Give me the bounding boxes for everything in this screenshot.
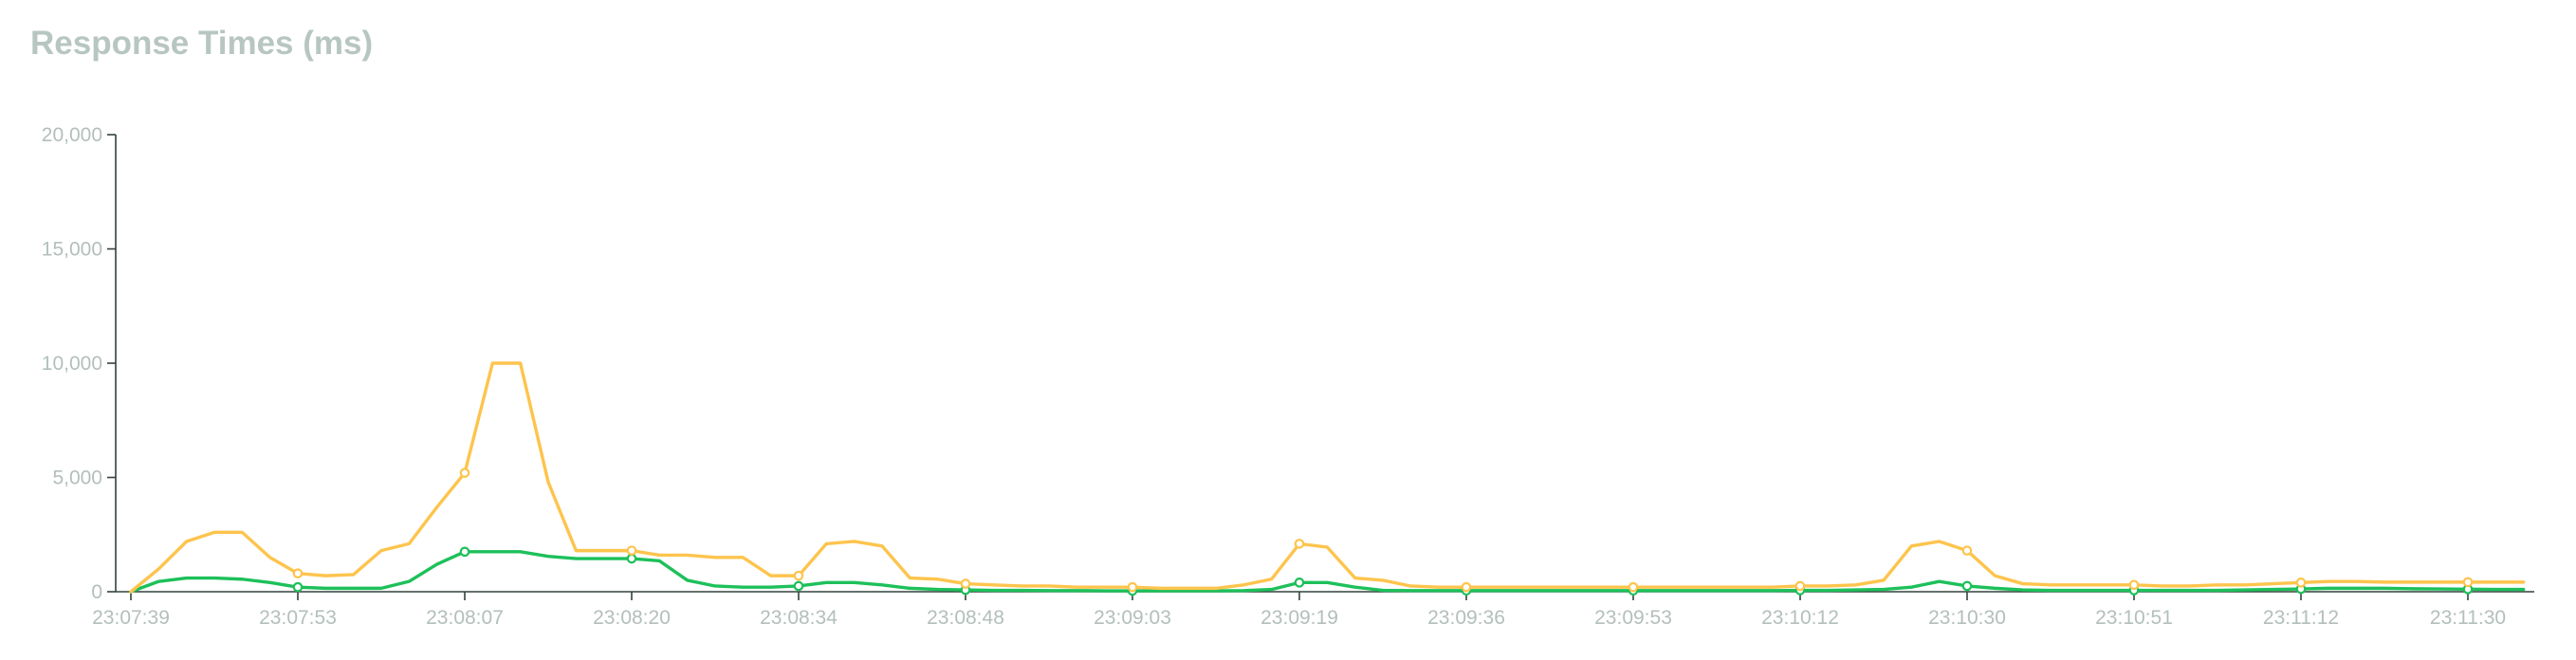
x-tick-label: 23:08:48 xyxy=(927,607,1004,629)
x-tick-label: 23:09:53 xyxy=(1594,607,1672,629)
chart-title: Response Times (ms) xyxy=(30,25,374,62)
series-2-point xyxy=(1461,581,1472,593)
series-2-point xyxy=(1127,581,1138,593)
x-tick-label: 23:10:12 xyxy=(1761,607,1839,629)
series-2-point xyxy=(1794,580,1806,592)
series-1-point xyxy=(459,546,470,558)
y-tick-label: 15,000 xyxy=(42,239,102,261)
y-tick-label: 10,000 xyxy=(42,353,102,375)
series-2-point xyxy=(292,568,304,579)
series-2-point xyxy=(2295,578,2307,588)
y-tick-label: 5,000 xyxy=(52,468,102,489)
series-1-point xyxy=(626,553,637,564)
y-tick-label: 0 xyxy=(91,581,102,603)
series-layer xyxy=(129,361,2526,596)
x-tick-label: 23:11:12 xyxy=(2263,607,2339,629)
x-tick-label: 23:09:19 xyxy=(1260,607,1338,629)
x-tick-label: 23:09:36 xyxy=(1427,607,1505,629)
series-2-point xyxy=(2462,577,2474,588)
y-tick-label: 20,000 xyxy=(42,124,102,146)
series-2-point xyxy=(1961,545,1973,556)
x-tick-label: 23:10:30 xyxy=(1928,607,2006,629)
series-2-point xyxy=(1628,581,1639,593)
x-tick-label: 23:08:20 xyxy=(593,607,671,629)
series-1-point xyxy=(793,580,804,592)
x-tick-label: 23:08:34 xyxy=(760,607,837,629)
x-tick-label: 23:08:07 xyxy=(426,607,504,629)
series-1-point xyxy=(292,581,304,593)
series-2-point xyxy=(626,545,637,556)
series-1-point xyxy=(1961,580,1973,592)
series-line-2 xyxy=(129,361,2526,594)
x-tick-label: 23:11:30 xyxy=(2430,607,2506,629)
x-tick-label: 23:07:39 xyxy=(92,607,170,629)
x-tick-label: 23:09:03 xyxy=(1094,607,1171,629)
x-tick-label: 23:10:51 xyxy=(2095,607,2173,629)
series-2-point xyxy=(459,468,470,478)
series-2-point xyxy=(1294,539,1305,549)
axes: 0 5,000 10,000 15,000 20,000 23:07:39 23:07:53… xyxy=(42,124,2534,629)
series-2-point xyxy=(960,578,971,589)
series-2-point xyxy=(2128,579,2140,591)
series-2-point xyxy=(793,570,804,581)
series-line-1 xyxy=(129,550,2526,594)
series-1-point xyxy=(1294,578,1305,588)
x-tick-label: 23:07:53 xyxy=(259,607,337,629)
